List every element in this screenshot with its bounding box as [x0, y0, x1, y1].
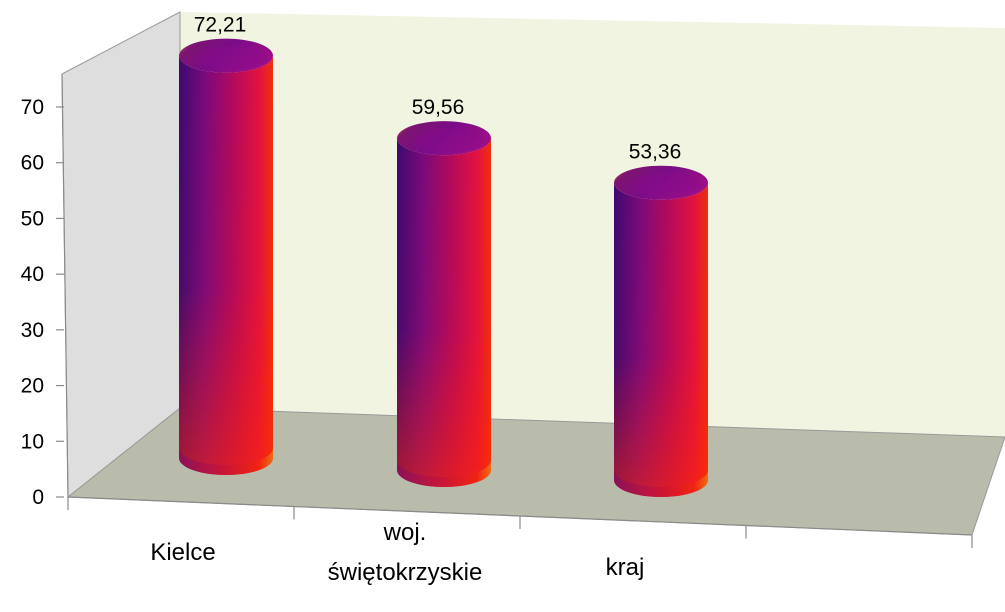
bar-top-2 — [614, 165, 708, 200]
y-tick-label-60: 60 — [21, 152, 44, 175]
bar-top-1 — [397, 121, 491, 156]
y-tick-label-30: 30 — [21, 319, 44, 342]
bar-2 — [614, 165, 708, 498]
category-label-1-line-1: świętokrzyskie — [328, 559, 483, 586]
bar-1 — [397, 121, 491, 487]
category-label-2: kraj — [606, 554, 645, 581]
bar-top-0 — [179, 38, 273, 73]
bar-base-2 — [614, 470, 708, 497]
bar-shade-0 — [179, 55, 273, 475]
y-axis-line — [61, 73, 69, 498]
y-tick-label-50: 50 — [21, 207, 44, 230]
y-tick-label-10: 10 — [21, 430, 44, 453]
y-tick-label-0: 0 — [32, 486, 44, 509]
bar-0 — [179, 38, 273, 475]
bar-value-label-2: 53,36 — [629, 141, 682, 164]
y-tick-label-40: 40 — [21, 263, 44, 286]
back-wall — [180, 12, 1005, 437]
y-tick-label-70: 70 — [21, 96, 44, 119]
bar-shade-1 — [397, 138, 491, 487]
category-label-0: Kielce — [150, 539, 215, 566]
bar-base-0 — [179, 448, 273, 475]
y-tick-label-20: 20 — [21, 375, 44, 398]
bar-shade-2 — [614, 182, 708, 498]
category-label-1-line-0: woj. — [383, 519, 427, 546]
bar-top-inner-1 — [415, 128, 485, 153]
bar-top-inner-2 — [632, 172, 702, 197]
bar-top-inner-0 — [197, 45, 267, 70]
bar-value-label-0: 72,21 — [194, 14, 247, 37]
bar-value-label-1: 59,56 — [412, 96, 465, 119]
bar-base-1 — [397, 460, 491, 487]
